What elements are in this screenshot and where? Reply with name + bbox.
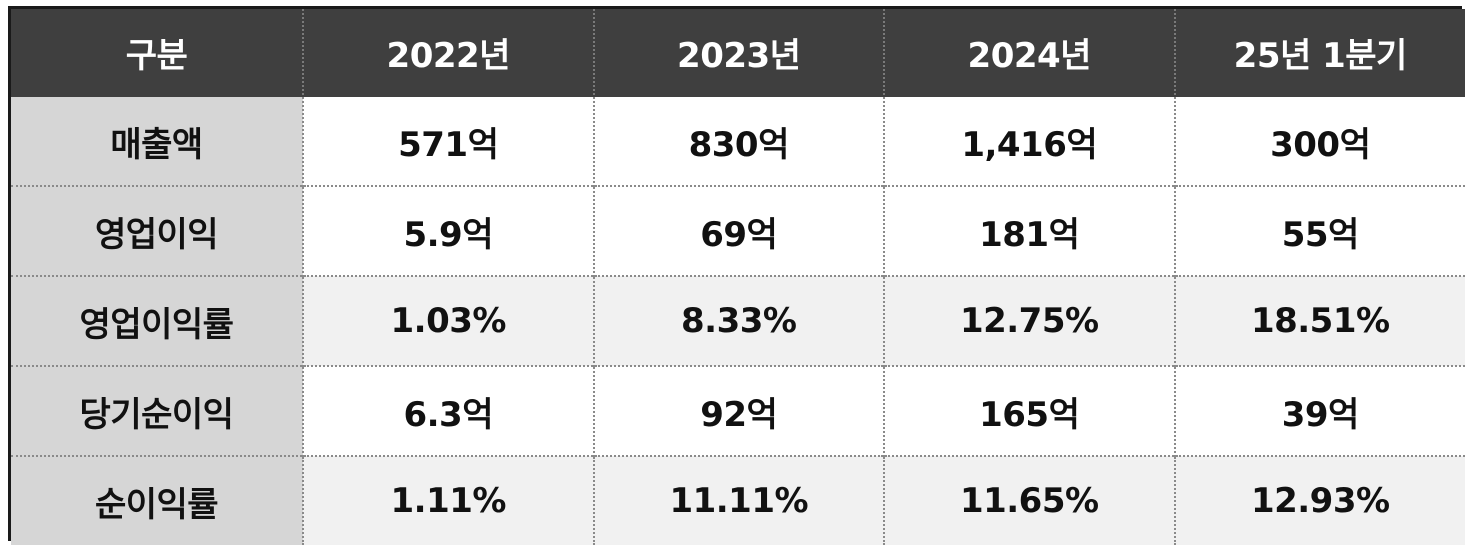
table-cell: 12.93% bbox=[1173, 455, 1465, 545]
table-cell: 8.33% bbox=[592, 275, 884, 366]
table-cell: 12.75% bbox=[883, 275, 1175, 366]
header-row: 구분 2022년 2023년 2024년 25년 1분기 bbox=[11, 9, 1465, 96]
financial-table-container: 구분 2022년 2023년 2024년 25년 1분기 매출액 571억 83… bbox=[8, 6, 1465, 545]
table-cell: 92억 bbox=[592, 365, 884, 456]
header-2025-q1: 25년 1분기 bbox=[1173, 9, 1465, 96]
row-label: 당기순이익 bbox=[11, 365, 303, 456]
table-cell: 5.9억 bbox=[302, 185, 594, 276]
financial-table: 구분 2022년 2023년 2024년 25년 1분기 매출액 571억 83… bbox=[11, 9, 1465, 545]
row-label: 영업이익률 bbox=[11, 275, 303, 366]
header-2023: 2023년 bbox=[592, 9, 884, 96]
table-cell: 6.3억 bbox=[302, 365, 594, 456]
table-cell: 830억 bbox=[592, 95, 884, 186]
table-cell: 1.11% bbox=[302, 455, 594, 545]
table-cell: 181억 bbox=[883, 185, 1175, 276]
table-cell: 165억 bbox=[883, 365, 1175, 456]
table-row-net-income: 당기순이익 6.3억 92억 165억 39억 bbox=[11, 365, 1465, 456]
table-row-net-margin: 순이익률 1.11% 11.11% 11.65% 12.93% bbox=[11, 455, 1465, 545]
row-label: 매출액 bbox=[11, 95, 303, 186]
table-row-revenue: 매출액 571억 830억 1,416억 300억 bbox=[11, 95, 1465, 186]
table-cell: 55억 bbox=[1173, 185, 1465, 276]
table-cell: 11.65% bbox=[883, 455, 1175, 545]
table-cell: 18.51% bbox=[1173, 275, 1465, 366]
table-row-operating-margin: 영업이익률 1.03% 8.33% 12.75% 18.51% bbox=[11, 275, 1465, 366]
table-cell: 39억 bbox=[1173, 365, 1465, 456]
header-category: 구분 bbox=[11, 9, 303, 96]
row-label: 영업이익 bbox=[11, 185, 303, 276]
table-cell: 571억 bbox=[302, 95, 594, 186]
table-cell: 11.11% bbox=[592, 455, 884, 545]
table-cell: 1,416억 bbox=[883, 95, 1175, 186]
row-label: 순이익률 bbox=[11, 455, 303, 545]
table-cell: 1.03% bbox=[302, 275, 594, 366]
table-row-operating-profit: 영업이익 5.9억 69억 181억 55억 bbox=[11, 185, 1465, 276]
table-cell: 69억 bbox=[592, 185, 884, 276]
table-cell: 300억 bbox=[1173, 95, 1465, 186]
header-2024: 2024년 bbox=[883, 9, 1175, 96]
header-2022: 2022년 bbox=[302, 9, 594, 96]
